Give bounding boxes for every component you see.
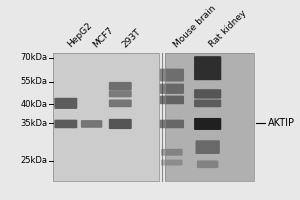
Text: 55kDa: 55kDa: [20, 77, 47, 86]
FancyBboxPatch shape: [194, 89, 221, 99]
FancyBboxPatch shape: [160, 96, 184, 104]
Text: AKTIP: AKTIP: [268, 118, 295, 128]
FancyBboxPatch shape: [109, 82, 132, 90]
FancyBboxPatch shape: [165, 53, 254, 181]
FancyBboxPatch shape: [197, 160, 218, 168]
FancyBboxPatch shape: [194, 118, 221, 130]
FancyBboxPatch shape: [109, 119, 132, 129]
Text: 40kDa: 40kDa: [20, 100, 47, 109]
Text: 25kDa: 25kDa: [20, 156, 47, 165]
FancyBboxPatch shape: [54, 98, 77, 109]
FancyBboxPatch shape: [196, 140, 220, 154]
FancyBboxPatch shape: [109, 90, 132, 97]
Text: MCF7: MCF7: [92, 25, 116, 49]
FancyBboxPatch shape: [160, 69, 184, 81]
Text: HepG2: HepG2: [66, 21, 94, 49]
Text: Mouse brain: Mouse brain: [172, 4, 218, 49]
FancyBboxPatch shape: [160, 120, 184, 128]
Text: 35kDa: 35kDa: [20, 119, 47, 128]
FancyBboxPatch shape: [53, 53, 159, 181]
Text: Rat kidney: Rat kidney: [208, 9, 248, 49]
FancyBboxPatch shape: [194, 99, 221, 107]
FancyBboxPatch shape: [81, 120, 102, 128]
Text: 293T: 293T: [120, 27, 142, 49]
Text: 70kDa: 70kDa: [20, 53, 47, 62]
FancyBboxPatch shape: [160, 84, 184, 94]
FancyBboxPatch shape: [161, 160, 183, 166]
FancyBboxPatch shape: [194, 56, 221, 80]
FancyBboxPatch shape: [54, 120, 77, 128]
FancyBboxPatch shape: [109, 99, 132, 107]
FancyBboxPatch shape: [161, 149, 183, 156]
